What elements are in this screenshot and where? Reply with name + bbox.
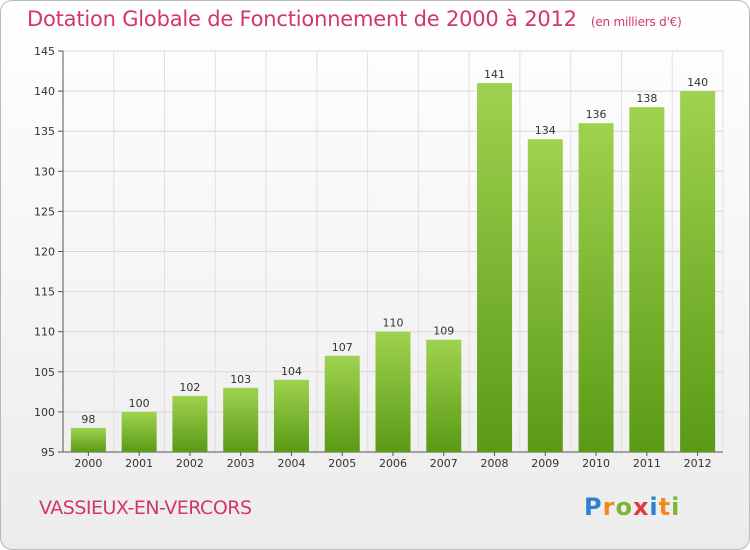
x-tick-label: 2010 — [582, 457, 610, 470]
x-tick-label: 2008 — [481, 457, 509, 470]
bar — [578, 123, 614, 453]
x-tick-label: 2011 — [633, 457, 661, 470]
data-label: 110 — [383, 317, 404, 330]
data-label: 107 — [332, 341, 353, 354]
unit-note: (en milliers d'€) — [590, 15, 682, 29]
y-tick-label: 135 — [34, 125, 55, 138]
x-tick-label: 2009 — [531, 457, 559, 470]
y-tick-label: 130 — [34, 165, 55, 178]
data-label: 98 — [81, 413, 95, 426]
data-label: 102 — [179, 381, 200, 394]
bar — [70, 427, 106, 452]
x-tick-label: 2005 — [328, 457, 356, 470]
x-tick-label: 2012 — [684, 457, 712, 470]
x-tick-label: 2007 — [430, 457, 458, 470]
bar — [172, 395, 208, 452]
bar — [477, 83, 513, 452]
data-label: 141 — [484, 68, 505, 81]
data-label: 134 — [535, 124, 556, 137]
logo-letter: o — [615, 493, 633, 521]
logo-letter: x — [632, 493, 650, 521]
commune-name: VASSIEUX-EN-VERCORS — [39, 497, 252, 519]
data-label: 100 — [129, 397, 150, 410]
y-tick-label: 110 — [34, 326, 55, 339]
bar — [426, 339, 462, 452]
y-tick-label: 140 — [34, 85, 55, 98]
logo-letter: P — [584, 493, 603, 521]
y-tick-label: 145 — [34, 45, 55, 58]
data-label: 140 — [687, 76, 708, 89]
bar — [324, 355, 360, 452]
x-tick-label: 2001 — [125, 457, 153, 470]
data-label: 138 — [636, 92, 657, 105]
x-tick-label: 2000 — [74, 457, 102, 470]
bars — [70, 83, 716, 453]
chart-title-text: Dotation Globale de Fonctionnement de 20… — [27, 7, 577, 31]
bar — [223, 387, 259, 452]
x-tick-label: 2003 — [227, 457, 255, 470]
y-tick-label: 100 — [34, 406, 55, 419]
bar — [375, 331, 411, 452]
data-label: 104 — [281, 365, 302, 378]
bar — [680, 91, 716, 452]
logo-letter: t — [658, 493, 672, 521]
y-tick-label: 115 — [34, 286, 55, 299]
y-tick-label: 105 — [34, 366, 55, 379]
proxiti-logo[interactable]: Proxiti — [584, 493, 680, 521]
labels: 98 100 102 103 104 107 110 109 141 134 136 138 140 — [81, 68, 708, 426]
logo-letter: i — [649, 493, 659, 521]
y-tick-label: 125 — [34, 205, 55, 218]
y-tick-label: 120 — [34, 246, 55, 259]
logo-letter: i — [671, 493, 681, 521]
logo-letter: r — [602, 493, 616, 521]
data-label: 109 — [433, 325, 454, 338]
x-tick-label: 2006 — [379, 457, 407, 470]
bar — [121, 411, 157, 452]
chart-title: Dotation Globale de Fonctionnement de 20… — [27, 7, 682, 31]
bar — [629, 107, 665, 452]
bar — [527, 139, 563, 452]
data-label: 103 — [230, 373, 251, 386]
x-tick-label: 2002 — [176, 457, 204, 470]
x-tick-label: 2004 — [277, 457, 305, 470]
data-label: 136 — [586, 108, 607, 121]
bar — [273, 379, 309, 452]
y-tick-label: 95 — [41, 446, 55, 459]
